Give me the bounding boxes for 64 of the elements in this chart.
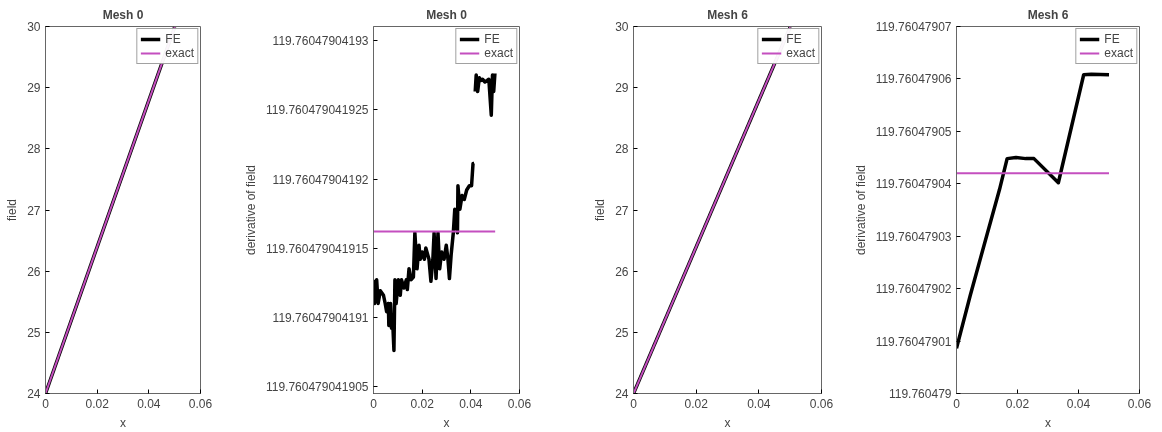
y-tick-label: 119.760479041915 (265, 241, 369, 256)
y-tick-label: 28 (615, 142, 629, 157)
legend-label: exact (484, 46, 513, 60)
y-tick-label: 30 (27, 20, 41, 34)
x-axis-title: x (724, 415, 731, 430)
y-tick-label: 119.76047904192 (272, 172, 369, 187)
legend-label: exact (165, 46, 194, 60)
y-tick-label: 119.760479041905 (265, 380, 369, 394)
x-axis-title: x (1045, 415, 1051, 430)
y-tick-label: 29 (615, 81, 629, 96)
y-axis-title: field (593, 198, 608, 222)
legend-label: exact (786, 46, 815, 60)
y-axis-title: derivative of field (853, 164, 868, 256)
legend-label: exact (1104, 46, 1133, 60)
x-axis-title: x (443, 415, 450, 430)
x-tick-label: 0.04 (747, 396, 771, 411)
y-tick-label: 30 (615, 20, 629, 34)
x-tick-label: 0.04 (1066, 396, 1091, 411)
x-tick-label: 0.02 (85, 396, 110, 411)
y-tick-label: 27 (615, 203, 629, 218)
x-tick-label: 0 (630, 396, 638, 411)
y-tick-label: 26 (27, 264, 41, 279)
y-tick-label: 119.76047907 (875, 20, 952, 34)
x-tick-label: 0 (953, 396, 961, 411)
y-tick-label: 119.760479 (888, 387, 952, 401)
x-tick-label: 0.02 (410, 396, 435, 411)
x-tick-label: 0.06 (1127, 396, 1152, 411)
y-tick-label: 25 (27, 325, 41, 340)
y-tick-label: 119.76047901 (875, 334, 952, 349)
y-tick-label: 24 (27, 387, 41, 401)
x-tick-label: 0.06 (809, 396, 834, 411)
x-tick-label: 0.06 (507, 396, 532, 411)
x-tick-label: 0.02 (684, 396, 709, 411)
y-tick-label: 28 (27, 142, 41, 157)
y-tick-label: 25 (615, 325, 629, 340)
y-tick-label: 27 (27, 203, 41, 218)
x-tick-label: 0.02 (1005, 396, 1030, 411)
chart-title: Mesh 6 (707, 7, 749, 22)
chart-title: Mesh 0 (426, 7, 468, 22)
legend-label: FE (484, 32, 501, 46)
x-tick-label: 0 (370, 396, 378, 411)
x-tick-label: 0 (42, 396, 50, 411)
y-tick-label: 119.76047906 (875, 72, 952, 87)
y-tick-label: 119.760479041925 (265, 103, 369, 118)
y-tick-label: 119.76047904191 (272, 310, 369, 325)
y-tick-label: 24 (615, 387, 629, 401)
y-axis-title: derivative of field (243, 164, 258, 256)
chart-title: Mesh 6 (1027, 7, 1069, 22)
y-tick-label: 29 (27, 81, 41, 96)
x-axis-title: x (120, 415, 126, 430)
y-tick-label: 119.76047905 (875, 124, 952, 139)
chart-title: Mesh 0 (102, 7, 144, 22)
legend-label: FE (165, 32, 182, 46)
legend-label: FE (786, 32, 803, 46)
y-axis-title: field (5, 198, 20, 222)
y-tick-label: 119.76047904 (875, 177, 952, 192)
x-tick-label: 0.06 (188, 396, 213, 411)
x-tick-label: 0.04 (459, 396, 483, 411)
y-tick-label: 119.76047902 (875, 282, 952, 297)
y-tick-label: 119.76047904193 (272, 33, 369, 48)
legend-label: FE (1104, 32, 1121, 46)
y-tick-label: 26 (615, 264, 629, 279)
x-tick-label: 0.04 (137, 396, 161, 411)
y-tick-label: 119.76047903 (875, 229, 952, 244)
